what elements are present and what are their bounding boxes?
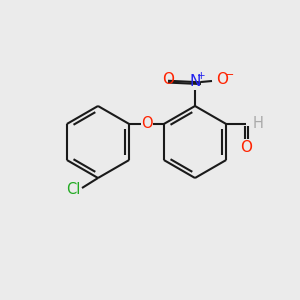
Text: O: O [141, 116, 152, 131]
Text: O: O [240, 140, 252, 154]
Text: +: + [197, 71, 205, 81]
Text: N: N [189, 74, 201, 89]
Text: −: − [225, 70, 235, 80]
Text: O: O [162, 73, 174, 88]
Text: O: O [216, 73, 228, 88]
Text: H: H [253, 116, 264, 131]
Text: Cl: Cl [66, 182, 80, 197]
